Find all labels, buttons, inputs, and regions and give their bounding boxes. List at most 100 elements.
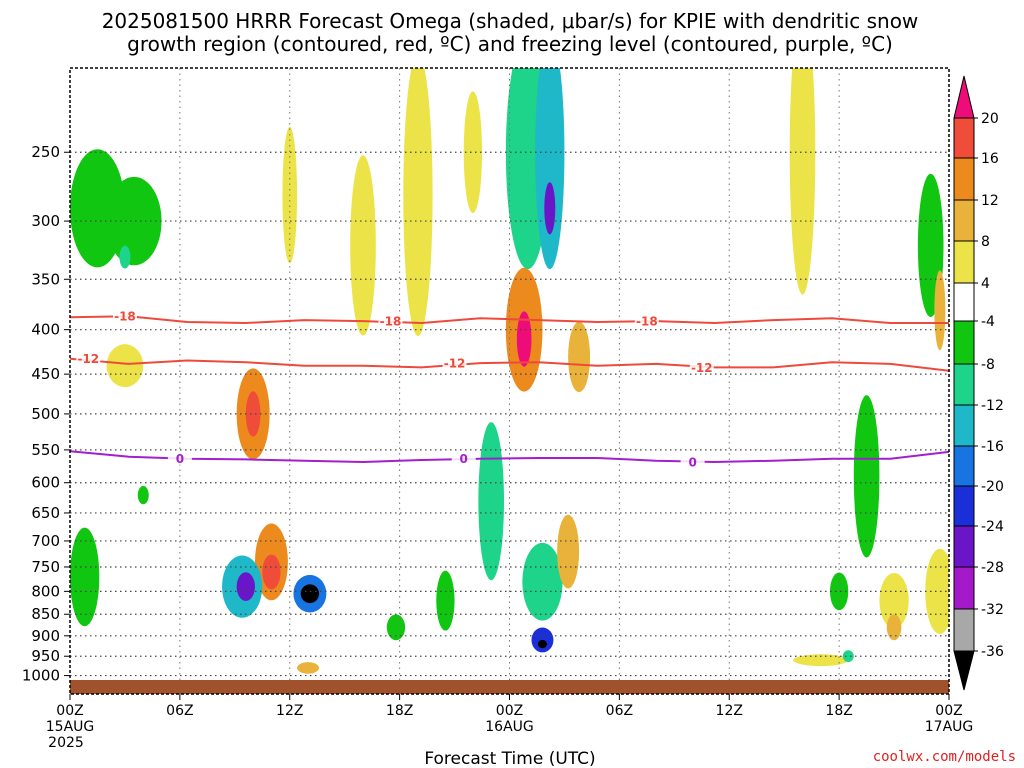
y-tick-label: 950 <box>31 647 60 665</box>
omega-blob <box>262 554 281 590</box>
x-tick-label: 18Z <box>825 703 852 719</box>
credit-text: coolwx.com/models <box>873 749 1016 765</box>
y-tick-label: 1000 <box>22 667 60 685</box>
colorbar-tick-label: -36 <box>981 644 1004 660</box>
omega-blob <box>386 614 406 641</box>
colorbar-segment <box>953 566 975 610</box>
omega-blob <box>70 527 100 627</box>
colorbar-segment <box>953 282 975 322</box>
y-tick-label: 400 <box>31 321 60 339</box>
colorbar-segment <box>953 240 975 284</box>
omega-blob <box>106 344 144 388</box>
x-axis-label: Forecast Time (UTC) <box>424 749 595 768</box>
contour-label-bg <box>76 351 101 365</box>
x-tick-date: 17AUG <box>925 719 974 735</box>
colorbar-segment <box>953 117 975 159</box>
x-tick-label: 06Z <box>166 703 193 719</box>
colorbar-tick-label: -20 <box>981 479 1004 495</box>
omega-blob <box>236 572 255 601</box>
contour-line <box>70 315 949 325</box>
omega-blob <box>106 176 162 266</box>
omega-blob <box>789 68 816 295</box>
x-tick-label: 12Z <box>716 703 743 719</box>
contour-label: 0 <box>176 452 184 466</box>
colorbar-segment <box>953 445 975 487</box>
x-tick-label: 18Z <box>386 703 413 719</box>
omega-blob <box>886 614 902 641</box>
x-tick-date: 15AUG <box>46 719 95 735</box>
omega-blob <box>119 245 131 269</box>
colorbar-segment <box>953 157 975 201</box>
omega-blob <box>535 68 565 270</box>
colorbar-segment <box>953 404 975 447</box>
y-tick-label: 550 <box>31 441 60 459</box>
omega-blob <box>934 270 946 351</box>
y-tick-label: 850 <box>31 605 60 623</box>
chart-title-line1: 2025081500 HRRR Forecast Omega (shaded, … <box>102 9 919 33</box>
colorbar-tick-label: 12 <box>981 193 999 209</box>
contour-label: 0 <box>460 452 468 466</box>
contour-label-bg <box>167 451 192 465</box>
omega-blob <box>531 627 554 653</box>
y-axis-ticks: 250 300 350 400 450 500 550 600 650 700 750 800 850 9… <box>22 143 70 685</box>
y-tick-label: 350 <box>31 270 60 288</box>
x-tick-label: 00Z <box>496 703 523 719</box>
omega-blob <box>557 514 580 589</box>
omega-blob <box>137 485 149 505</box>
omega-blob <box>522 542 563 621</box>
omega-blob <box>853 395 880 558</box>
chart-title-line2: growth region (contoured, red, ºC) and f… <box>127 32 893 56</box>
contour-label-bg <box>378 314 403 328</box>
contour-label-bg <box>689 360 714 374</box>
contour-label-bg <box>680 455 705 469</box>
contour-line <box>70 357 949 372</box>
omega-blob <box>544 182 556 235</box>
contour-line <box>70 450 949 464</box>
colorbar-segment <box>953 485 975 527</box>
y-tick-label: 700 <box>31 532 60 550</box>
x-tick-label: 00Z <box>935 703 962 719</box>
colorbar: 20 16 12 8 4 -4 -8 -12 -16 -20 -24 -28 -32 -36 <box>953 75 1004 691</box>
contour-label: 0 <box>688 456 696 470</box>
y-tick-label: 450 <box>31 365 60 383</box>
contour-label-bg <box>442 356 467 370</box>
contour-label: -18 <box>636 315 658 329</box>
omega-blob <box>403 68 433 337</box>
omega-blob <box>516 311 532 367</box>
omega-blob <box>925 548 949 634</box>
contour-label: -18 <box>114 310 136 324</box>
colorbar-tick-label: 20 <box>981 111 999 127</box>
contour-label: -12 <box>77 352 99 366</box>
omega-blob <box>300 584 320 604</box>
x-tick-label: 00Z <box>56 703 83 719</box>
colorbar-tick-label: 16 <box>981 151 999 167</box>
colorbar-tick-label: -12 <box>981 398 1004 414</box>
contour-label: -12 <box>444 357 466 371</box>
y-tick-label: 650 <box>31 504 60 522</box>
omega-blob <box>478 422 505 581</box>
colorbar-tick-label: 4 <box>981 276 990 292</box>
omega-shading <box>70 68 949 674</box>
colorbar-tick-label: -8 <box>981 357 995 373</box>
colorbar-segment <box>953 320 975 365</box>
y-tick-label: 300 <box>31 212 60 230</box>
y-tick-label: 900 <box>31 627 60 645</box>
y-tick-label: 500 <box>31 405 60 423</box>
y-tick-label: 750 <box>31 558 60 576</box>
ground-surface <box>70 680 949 694</box>
colorbar-tick-label: -4 <box>981 314 995 330</box>
colorbar-segment <box>953 608 975 652</box>
y-tick-label: 600 <box>31 474 60 492</box>
omega-blob <box>793 654 849 667</box>
colorbar-segment <box>953 199 975 242</box>
x-tick-label: 06Z <box>606 703 633 719</box>
omega-blob <box>463 91 483 214</box>
colorbar-tick-label: -24 <box>981 519 1004 535</box>
colorbar-bottom-cap <box>953 650 975 691</box>
omega-blob <box>245 391 261 437</box>
colorbar-tick-label: -16 <box>981 439 1004 455</box>
omega-blob <box>436 570 455 631</box>
plot-frame <box>69 67 950 695</box>
